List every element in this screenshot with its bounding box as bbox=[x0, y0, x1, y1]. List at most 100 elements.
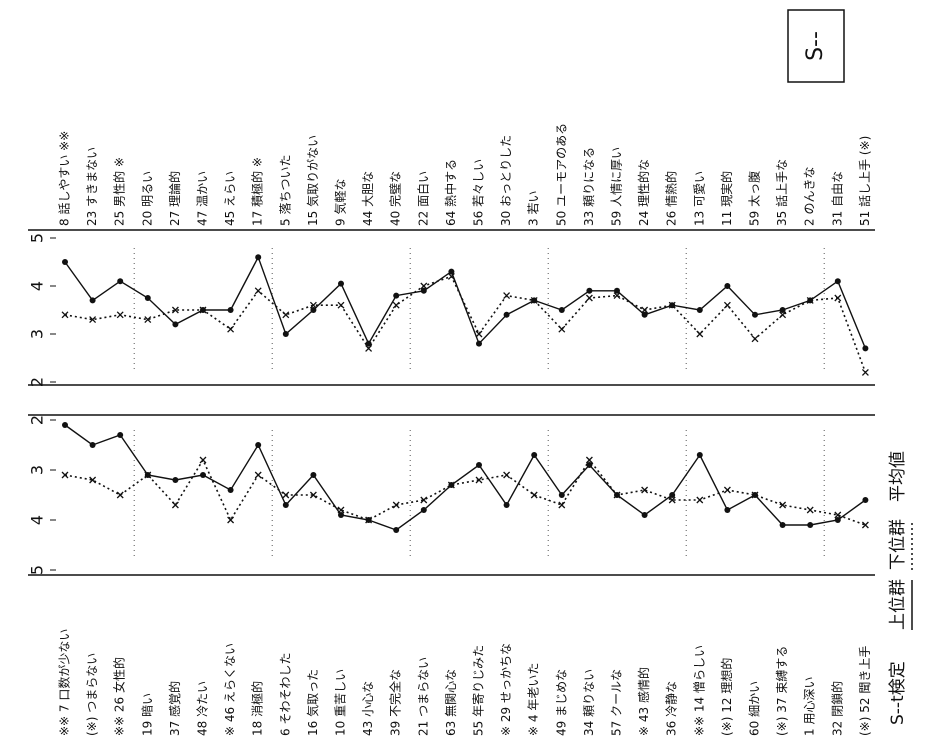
category-label: 15 気取りがない bbox=[305, 135, 320, 226]
category-label: 47 温かい bbox=[196, 171, 210, 226]
y-tick-label: 5 bbox=[28, 565, 47, 575]
series-line bbox=[64, 255, 867, 349]
category-label: 3 若い bbox=[527, 191, 541, 226]
point-marker bbox=[144, 471, 152, 479]
point-marker bbox=[227, 325, 235, 333]
point-marker bbox=[668, 301, 676, 309]
point-marker bbox=[696, 452, 703, 458]
point-marker bbox=[420, 496, 428, 504]
point-marker bbox=[116, 491, 124, 499]
point-marker bbox=[282, 491, 290, 499]
point-marker bbox=[89, 316, 97, 324]
category-label: 49 まじめな bbox=[554, 669, 568, 736]
category-label: 25 男性的 ※ bbox=[112, 157, 127, 226]
point-marker bbox=[310, 307, 317, 313]
category-label: 2 のんきな bbox=[803, 167, 817, 226]
category-label: 59 太っ腹 bbox=[747, 171, 762, 226]
point-marker bbox=[116, 311, 124, 319]
point-marker bbox=[641, 512, 648, 518]
category-label: 19 暗い bbox=[139, 693, 154, 736]
title-box bbox=[787, 9, 845, 83]
category-label: 30 おっとりした bbox=[499, 135, 513, 226]
category-label: 32 閉鎖的 bbox=[829, 681, 844, 736]
point-marker bbox=[310, 472, 317, 478]
point-marker bbox=[475, 476, 483, 484]
category-label: 60 細かい bbox=[748, 681, 762, 736]
point-marker bbox=[503, 471, 511, 479]
point-marker bbox=[613, 292, 621, 300]
category-label: 27 理論的 bbox=[167, 171, 182, 226]
point-marker bbox=[172, 321, 179, 328]
category-label: ※※ 26 女性的 bbox=[112, 657, 127, 736]
category-label: 40 完璧な bbox=[388, 171, 403, 226]
y-tick-label: 2 bbox=[28, 377, 47, 387]
point-marker bbox=[862, 345, 869, 352]
point-marker bbox=[806, 296, 814, 304]
point-marker bbox=[834, 278, 841, 285]
point-marker bbox=[172, 477, 179, 483]
point-marker bbox=[476, 462, 482, 468]
point-marker bbox=[144, 295, 151, 301]
category-label: 21 つまらない bbox=[416, 657, 430, 736]
point-marker bbox=[476, 340, 482, 347]
point-marker bbox=[668, 496, 676, 504]
category-label: 9 気軽な bbox=[333, 179, 348, 226]
point-marker bbox=[585, 456, 593, 464]
point-marker bbox=[89, 476, 97, 484]
point-marker bbox=[752, 311, 758, 318]
point-marker bbox=[530, 296, 538, 304]
point-marker bbox=[641, 486, 649, 494]
point-marker bbox=[117, 278, 124, 285]
legend-label: 上位群 bbox=[888, 579, 908, 630]
point-marker bbox=[62, 259, 68, 265]
category-label: 31 自由な bbox=[830, 171, 844, 226]
point-marker bbox=[171, 306, 179, 314]
category-label: 50 ユーモアのある bbox=[554, 123, 568, 226]
point-marker bbox=[255, 442, 262, 448]
y-tick-label: 2 bbox=[28, 415, 47, 425]
point-marker bbox=[227, 307, 234, 313]
point-marker bbox=[337, 301, 345, 309]
category-label: 63 無関心な bbox=[443, 669, 458, 736]
category-label: 16 気取った bbox=[305, 669, 320, 736]
point-marker bbox=[862, 497, 869, 503]
legend-label: 下位群 bbox=[888, 519, 908, 570]
point-marker bbox=[641, 311, 648, 318]
point-marker bbox=[89, 297, 96, 304]
point-marker bbox=[255, 254, 262, 261]
point-marker bbox=[723, 301, 731, 309]
category-label: 13 可愛い bbox=[692, 171, 706, 226]
series-line bbox=[64, 275, 867, 373]
y-tick-label: 4 bbox=[28, 281, 47, 291]
point-marker bbox=[392, 301, 400, 309]
point-marker bbox=[531, 452, 538, 458]
point-marker bbox=[393, 292, 400, 299]
point-marker bbox=[723, 486, 731, 494]
point-marker bbox=[779, 307, 786, 313]
point-marker bbox=[338, 280, 344, 287]
category-label: 37 感覚的 bbox=[167, 681, 182, 736]
category-label: 10 重苦しい bbox=[334, 669, 348, 736]
point-marker bbox=[558, 492, 565, 498]
category-label: 59 人情に厚い bbox=[610, 147, 624, 226]
point-marker bbox=[338, 512, 344, 518]
point-marker bbox=[309, 301, 317, 309]
category-label: 43 小心な bbox=[361, 681, 375, 736]
point-marker bbox=[779, 311, 787, 319]
y-tick-label: 3 bbox=[28, 329, 47, 339]
point-marker bbox=[834, 517, 841, 523]
point-marker bbox=[117, 432, 124, 438]
point-marker bbox=[696, 496, 704, 504]
point-marker bbox=[365, 344, 373, 352]
legend-title: 平均値 bbox=[888, 451, 908, 502]
point-marker bbox=[503, 502, 510, 508]
point-marker bbox=[199, 456, 207, 464]
category-label: ※ 4 年老いた bbox=[527, 663, 541, 736]
point-marker bbox=[392, 501, 400, 509]
point-marker bbox=[558, 501, 566, 509]
category-label: ※ 29 せっかちな bbox=[499, 643, 513, 736]
point-marker bbox=[614, 287, 620, 294]
point-marker bbox=[834, 294, 842, 302]
point-marker bbox=[641, 306, 649, 314]
point-marker bbox=[420, 507, 427, 513]
